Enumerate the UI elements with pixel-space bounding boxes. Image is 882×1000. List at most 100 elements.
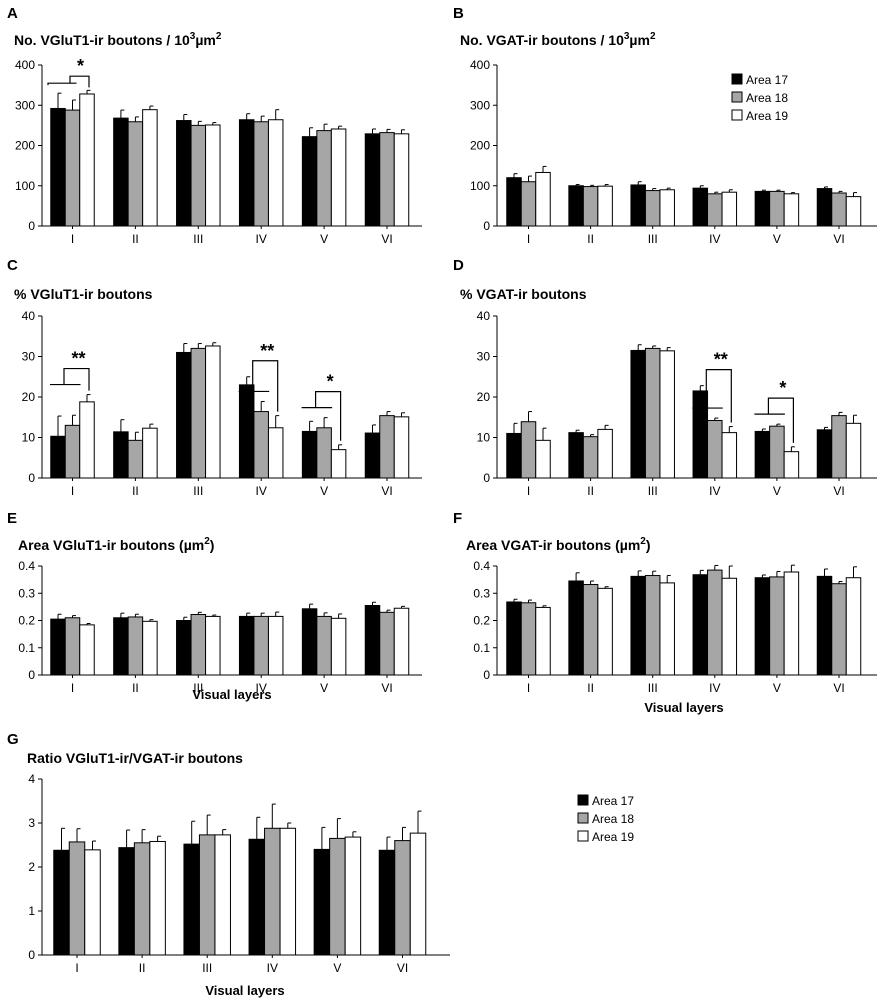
bar-e-iv-area18 — [253, 615, 269, 676]
bar-e-iii-area17 — [176, 620, 192, 676]
panel-d-title-main: % VGAT-ir boutons — [460, 286, 587, 302]
bar-b-iv-area19 — [721, 191, 738, 227]
legend-label-area19: Area 19 — [592, 830, 634, 844]
legend-b: Area 17 Area 18 Area 19 — [731, 73, 788, 123]
significance-bracket — [47, 75, 90, 88]
bar-e-ii-area19 — [142, 620, 158, 676]
panel-f-title-sup2: 2 — [640, 536, 646, 547]
panel-c-x-tick-label: I — [71, 484, 74, 498]
panel-a-title-sup: 3 — [190, 31, 196, 42]
panel-f-y-tick-label: 0 — [483, 668, 490, 682]
significance-c-iv: ** — [238, 341, 279, 412]
bar-f-v-area19 — [783, 571, 800, 676]
bar-c-iii-area19 — [205, 345, 221, 479]
panel-a-y-tick-label: 300 — [15, 98, 35, 112]
panel-c-x-tick-label: VI — [381, 484, 392, 498]
bar-c-iii-area18 — [190, 347, 207, 479]
bar-a-ii-area17 — [113, 117, 129, 227]
bar-d-iv-area17 — [692, 390, 709, 479]
bar-a-iv-area18 — [253, 121, 269, 227]
bar-f-iv-area19 — [721, 577, 738, 676]
bar-b-iii-area18 — [644, 190, 661, 227]
significance-bracket — [50, 367, 90, 391]
panel-g-y-tick-label: 2 — [28, 860, 35, 874]
panel-b-x-tick-label: III — [648, 232, 658, 246]
panel-d-y-tick-label: 10 — [477, 431, 491, 445]
bar-a-vi-area18 — [379, 132, 395, 227]
significance-bracket — [754, 397, 794, 443]
panel-e-x-tick-label: II — [132, 681, 139, 695]
panel-g-y-tick-label: 4 — [28, 772, 35, 786]
panel-b-x-tick-label: VI — [833, 232, 844, 246]
panel-g-x-tick-label: V — [333, 961, 341, 975]
bar-c-iv-area19 — [267, 427, 284, 479]
panel-b-x-tick-label: IV — [709, 232, 720, 246]
bar-f-i-area17 — [506, 601, 522, 676]
bar-e-v-area18 — [316, 615, 332, 676]
panel-a-y-tick-label: 100 — [15, 179, 35, 193]
significance-star: ** — [71, 349, 85, 369]
panel-b-x-tick-label: II — [587, 232, 594, 246]
bar-e-vi-area17 — [364, 605, 381, 676]
panel-d-y-tick-label: 0 — [483, 471, 490, 485]
bar-a-iv-area17 — [238, 119, 255, 227]
panel-c-x-tick-label: IV — [256, 484, 267, 498]
bar-g-v-area18 — [329, 837, 346, 956]
panel-e-title-main: Area VGluT1-ir boutons ( — [18, 537, 184, 553]
legend-swatch-area18 — [731, 91, 743, 103]
bar-e-iv-area19 — [267, 615, 284, 676]
panel-g-y-tick-label: 3 — [28, 816, 35, 830]
bar-d-v-area19 — [783, 451, 800, 479]
panel-c-x-tick-label: II — [132, 484, 139, 498]
bar-b-v-area18 — [769, 190, 785, 227]
panel-e-label: E — [7, 510, 17, 527]
panel-e-y-tick-label: 0.1 — [18, 641, 35, 655]
panel-f-x-tick-label: VI — [833, 681, 844, 695]
panel-g-y-tick-label: 0 — [28, 948, 35, 962]
panel-f-title-unit: µm — [620, 537, 641, 553]
bar-c-v-area19 — [330, 449, 347, 479]
bar-c-i-area19 — [79, 401, 95, 479]
bar-e-i-area18 — [64, 617, 81, 676]
bar-g-vi-area17 — [378, 849, 396, 956]
panel-e-x-tick-label: VI — [381, 681, 392, 695]
bar-e-iii-area19 — [205, 615, 221, 676]
significance-bracket — [238, 360, 279, 412]
bar-f-i-area19 — [535, 606, 551, 676]
bar-d-i-area18 — [520, 421, 537, 479]
panel-e-y-tick-label: 0 — [28, 668, 35, 682]
panel-e-x-tick-label: III — [193, 681, 203, 695]
bar-f-v-area17 — [754, 577, 771, 676]
bar-e-vi-area19 — [393, 607, 410, 676]
bar-g-ii-area18 — [133, 842, 151, 956]
panel-c-title-main: % VGluT1-ir boutons — [14, 286, 153, 302]
significance-d-iv: ** — [692, 350, 732, 423]
bar-e-vi-area18 — [379, 611, 395, 676]
bar-f-ii-area18 — [582, 584, 599, 676]
panel-c-x-tick-label: III — [193, 484, 203, 498]
legend-label-area18: Area 18 — [746, 91, 788, 105]
bar-g-vi-area19 — [409, 832, 427, 956]
bar-g-iii-area18 — [198, 834, 216, 956]
panel-c-label: C — [7, 257, 18, 274]
bar-d-iv-area19 — [721, 432, 738, 479]
bar-a-i-area18 — [64, 109, 81, 227]
bar-e-v-area17 — [301, 608, 318, 676]
bar-a-iv-area19 — [267, 119, 284, 227]
panel-b-y-tick-label: 100 — [470, 179, 490, 193]
bar-f-iv-area17 — [692, 574, 709, 676]
bar-e-iv-area17 — [238, 615, 255, 676]
panel-g-x-tick-label: VI — [397, 961, 408, 975]
significance-star: * — [327, 372, 334, 392]
panel-f-y-tick-label: 0.3 — [473, 586, 490, 600]
bar-b-i-area19 — [535, 171, 551, 227]
panel-d-y-tick-label: 30 — [477, 350, 491, 364]
bar-g-i-area18 — [68, 841, 86, 956]
bar-a-v-area19 — [330, 128, 347, 227]
panel-g-x-tick-label: II — [139, 961, 146, 975]
bar-f-vi-area17 — [816, 575, 833, 676]
bar-b-v-area19 — [783, 193, 800, 227]
bar-f-v-area18 — [769, 576, 785, 676]
bar-f-i-area18 — [520, 602, 537, 676]
panel-f-x-tick-label: I — [527, 681, 530, 695]
